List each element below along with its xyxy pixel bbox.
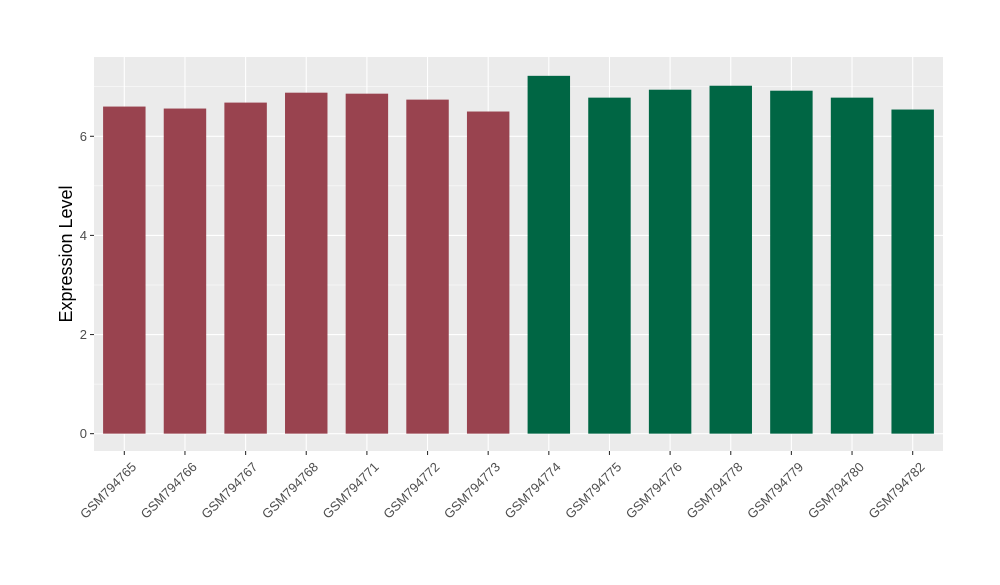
bar-GSM794779 xyxy=(770,90,813,434)
bar-GSM794766 xyxy=(163,108,207,434)
bar-GSM794771 xyxy=(345,93,389,434)
bar-GSM794774 xyxy=(527,75,571,434)
x-tick-label: GSM794775 xyxy=(562,459,624,521)
y-tick-label: 0 xyxy=(80,426,87,441)
bar-GSM794773 xyxy=(466,111,510,434)
y-axis-label: Expression Level xyxy=(56,185,76,322)
y-tick-label: 6 xyxy=(80,129,87,144)
x-tick-label: GSM794771 xyxy=(320,459,382,521)
bar-GSM794778 xyxy=(709,85,752,434)
y-tick-label: 2 xyxy=(80,327,87,342)
x-tick-label: GSM794765 xyxy=(77,459,139,521)
bar-GSM794767 xyxy=(224,102,267,434)
x-tick-label: GSM794776 xyxy=(623,459,685,521)
x-tick-label: GSM794768 xyxy=(259,459,321,521)
x-tick-label: GSM794782 xyxy=(865,459,927,521)
bar-GSM794782 xyxy=(891,109,934,434)
x-tick-label: GSM794774 xyxy=(502,459,564,521)
bar-GSM794780 xyxy=(830,97,874,434)
x-tick-label: GSM794778 xyxy=(683,459,745,521)
bar-GSM794765 xyxy=(103,106,146,434)
y-tick-label: 4 xyxy=(80,228,87,243)
bar-GSM794776 xyxy=(648,89,692,434)
bars xyxy=(103,75,934,434)
plot-panel xyxy=(94,57,943,451)
x-axis: GSM794765GSM794766GSM794767GSM794768GSM7… xyxy=(77,451,928,522)
x-tick-label: GSM794767 xyxy=(198,459,260,521)
y-axis: 0 2 4 6 xyxy=(80,129,94,441)
x-tick-label: GSM794773 xyxy=(441,459,503,521)
x-tick-label: GSM794780 xyxy=(805,459,867,521)
x-tick-label: GSM794772 xyxy=(380,459,442,521)
bar-GSM794768 xyxy=(285,92,328,434)
bar-GSM794775 xyxy=(588,97,631,434)
bar-GSM794772 xyxy=(406,99,449,434)
x-tick-label: GSM794779 xyxy=(744,459,806,521)
x-tick-label: GSM794766 xyxy=(138,459,200,521)
